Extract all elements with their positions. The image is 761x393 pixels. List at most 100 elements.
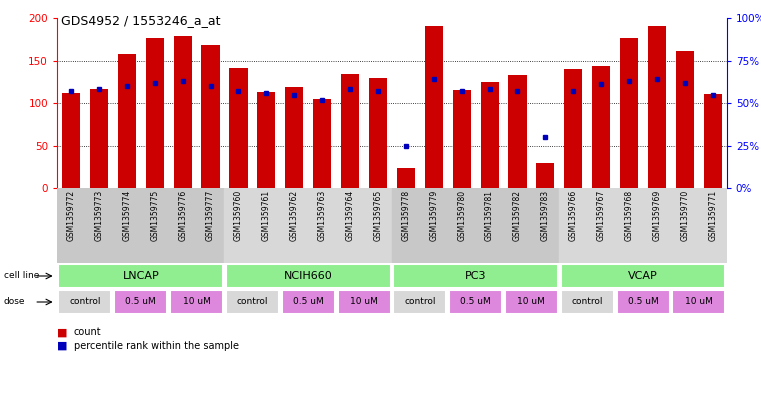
Bar (592, 66, 610, 188)
Text: GDS4952 / 1553246_a_at: GDS4952 / 1553246_a_at (61, 14, 221, 27)
Bar (561, 264, 725, 288)
Bar (615, 188, 643, 263)
Text: control: control (237, 298, 268, 307)
Text: ■: ■ (57, 341, 68, 351)
Bar (393, 290, 446, 314)
Text: PC3: PC3 (465, 271, 486, 281)
Text: GSM1359774: GSM1359774 (123, 189, 132, 241)
Text: 10 uM: 10 uM (517, 298, 546, 307)
Text: GSM1359773: GSM1359773 (94, 189, 103, 241)
Bar (587, 188, 615, 263)
Bar (676, 51, 694, 188)
Bar (476, 188, 504, 263)
Bar (280, 188, 308, 263)
Bar (257, 92, 275, 188)
Bar (704, 94, 722, 188)
Text: GSM1359767: GSM1359767 (597, 189, 606, 241)
Text: GSM1359762: GSM1359762 (290, 189, 299, 241)
Text: GSM1359776: GSM1359776 (178, 189, 187, 241)
Text: GSM1359761: GSM1359761 (262, 189, 271, 241)
Bar (537, 163, 555, 188)
Bar (113, 188, 141, 263)
Bar (564, 69, 582, 188)
Text: 0.5 uM: 0.5 uM (126, 298, 156, 307)
Bar (508, 75, 527, 188)
Text: GSM1359775: GSM1359775 (150, 189, 159, 241)
Text: GSM1359782: GSM1359782 (513, 189, 522, 241)
Text: GSM1359770: GSM1359770 (680, 189, 689, 241)
Bar (85, 188, 113, 263)
Bar (308, 188, 336, 263)
Bar (336, 188, 364, 263)
Bar (59, 290, 111, 314)
Text: dose: dose (4, 298, 25, 307)
Bar (118, 54, 136, 188)
Text: 10 uM: 10 uM (183, 298, 211, 307)
Bar (224, 188, 253, 263)
Bar (59, 264, 223, 288)
Bar (673, 290, 725, 314)
Text: ■: ■ (57, 327, 68, 337)
Bar (364, 188, 392, 263)
Text: control: control (572, 298, 603, 307)
Bar (337, 290, 390, 314)
Text: GSM1359783: GSM1359783 (541, 189, 550, 241)
Text: GSM1359766: GSM1359766 (568, 189, 578, 241)
Bar (62, 93, 80, 188)
Bar (453, 90, 471, 188)
Text: 10 uM: 10 uM (685, 298, 713, 307)
Bar (620, 38, 638, 188)
Text: cell line: cell line (4, 272, 39, 281)
Bar (648, 26, 666, 188)
Text: GSM1359760: GSM1359760 (234, 189, 243, 241)
Bar (396, 169, 415, 188)
Bar (504, 188, 531, 263)
Text: VCAP: VCAP (628, 271, 658, 281)
Bar (229, 68, 247, 188)
Text: GSM1359765: GSM1359765 (374, 189, 383, 241)
Bar (170, 290, 223, 314)
Bar (480, 82, 498, 188)
Bar (699, 188, 727, 263)
Text: GSM1359771: GSM1359771 (708, 189, 718, 241)
Text: GSM1359778: GSM1359778 (401, 189, 410, 241)
Text: 10 uM: 10 uM (350, 298, 378, 307)
Text: GSM1359779: GSM1359779 (429, 189, 438, 241)
Bar (393, 264, 558, 288)
Bar (392, 188, 420, 263)
Bar (531, 188, 559, 263)
Bar (425, 26, 443, 188)
Bar (447, 188, 476, 263)
Bar (202, 45, 220, 188)
Bar (420, 188, 447, 263)
Bar (282, 290, 335, 314)
Text: percentile rank within the sample: percentile rank within the sample (74, 341, 239, 351)
Text: 0.5 uM: 0.5 uM (460, 298, 491, 307)
Text: GSM1359769: GSM1359769 (652, 189, 661, 241)
Text: 0.5 uM: 0.5 uM (628, 298, 658, 307)
Bar (341, 74, 359, 188)
Bar (505, 290, 558, 314)
Bar (226, 290, 279, 314)
Bar (141, 188, 169, 263)
Bar (226, 264, 390, 288)
Text: GSM1359772: GSM1359772 (66, 189, 75, 241)
Bar (253, 188, 280, 263)
Text: GSM1359763: GSM1359763 (317, 189, 326, 241)
Text: 0.5 uM: 0.5 uM (293, 298, 323, 307)
Bar (671, 188, 699, 263)
Bar (90, 89, 108, 188)
Text: NCIH660: NCIH660 (284, 271, 333, 281)
Text: control: control (404, 298, 435, 307)
Bar (369, 77, 387, 188)
Text: count: count (74, 327, 101, 337)
Bar (174, 36, 192, 188)
Bar (145, 38, 164, 188)
Bar (559, 188, 587, 263)
Text: GSM1359777: GSM1359777 (206, 189, 215, 241)
Bar (196, 188, 224, 263)
Bar (285, 87, 304, 188)
Text: LNCAP: LNCAP (123, 271, 159, 281)
Bar (57, 188, 85, 263)
Bar (449, 290, 502, 314)
